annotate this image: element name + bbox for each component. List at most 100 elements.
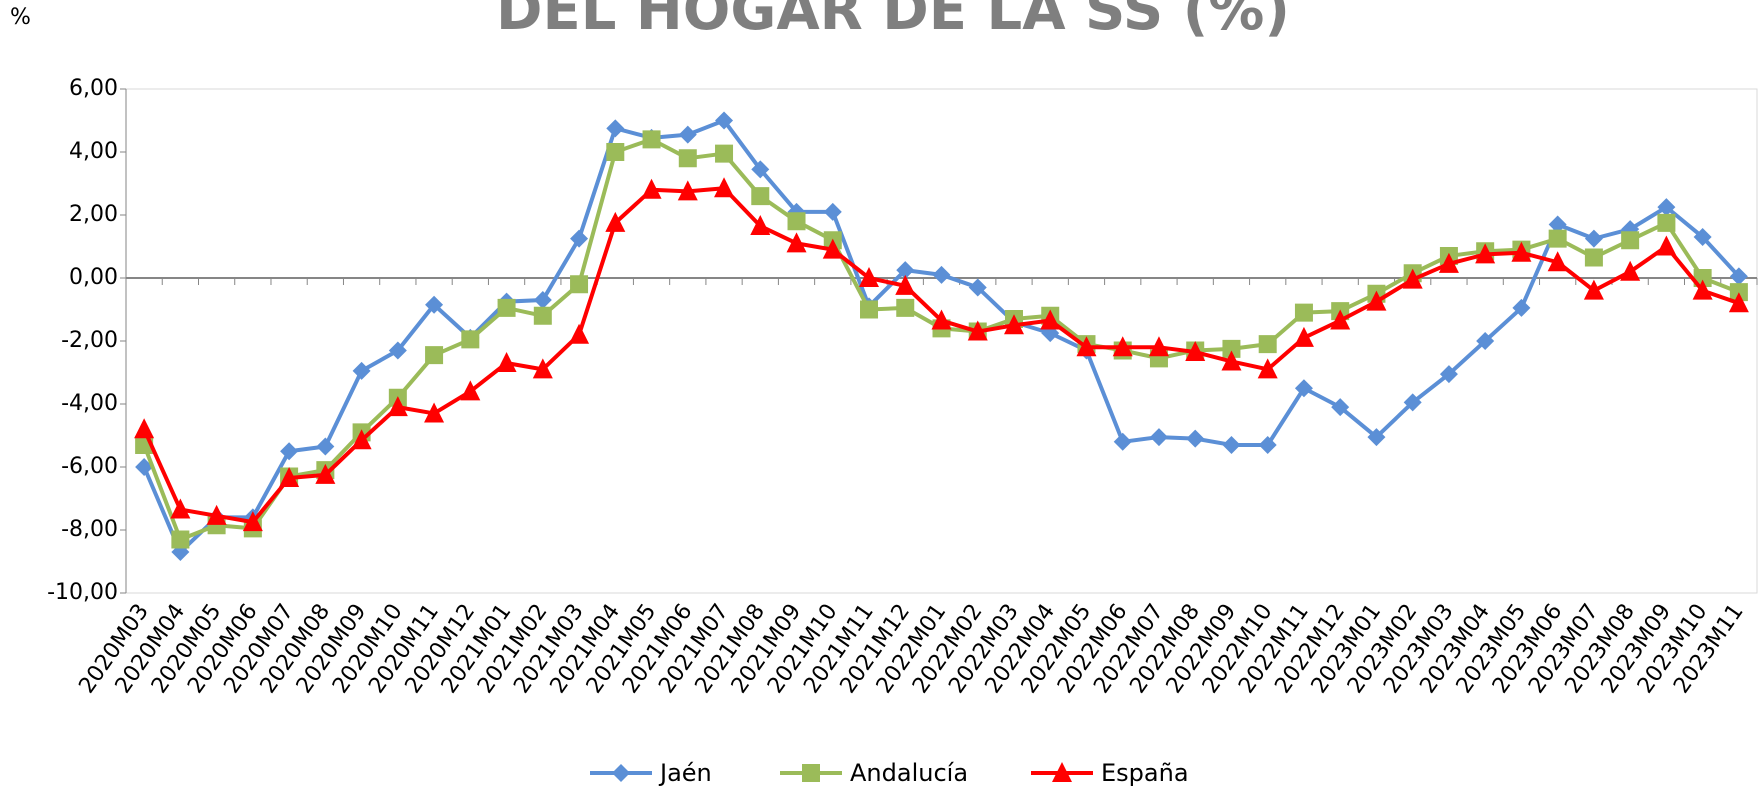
marker — [1438, 252, 1459, 273]
marker — [1040, 309, 1061, 330]
marker — [425, 295, 444, 314]
marker — [1331, 398, 1350, 417]
y-tick-label: -2,00 — [61, 328, 118, 353]
marker — [859, 267, 880, 287]
marker — [642, 130, 661, 149]
marker — [802, 764, 820, 782]
y-tick-label: -4,00 — [61, 391, 118, 416]
marker — [1620, 260, 1641, 281]
marker — [1052, 762, 1072, 782]
marker — [750, 215, 771, 236]
marker — [822, 238, 843, 259]
marker — [1729, 283, 1748, 302]
marker — [206, 504, 227, 525]
marker — [1367, 428, 1386, 447]
marker — [715, 144, 734, 163]
marker — [1403, 393, 1422, 412]
marker — [352, 361, 371, 380]
marker — [533, 306, 552, 325]
marker — [1366, 290, 1387, 311]
marker — [1113, 432, 1132, 451]
marker — [1657, 198, 1676, 217]
marker — [1548, 229, 1567, 248]
marker — [896, 298, 915, 317]
marker — [1222, 435, 1241, 454]
marker — [606, 143, 625, 161]
marker — [1257, 358, 1278, 379]
marker — [134, 418, 155, 439]
unit-label: % — [10, 5, 31, 30]
marker — [1548, 215, 1567, 234]
marker — [1511, 241, 1532, 262]
marker — [1294, 303, 1313, 322]
marker — [533, 291, 552, 310]
series — [135, 130, 1748, 549]
marker — [1076, 336, 1097, 357]
marker — [388, 341, 407, 360]
series — [134, 177, 1749, 532]
marker — [1621, 231, 1640, 250]
legend-label: España — [1101, 759, 1189, 787]
marker — [387, 396, 408, 417]
marker — [1512, 298, 1531, 317]
marker — [1258, 435, 1277, 454]
marker — [895, 274, 916, 295]
series-line — [142, 186, 1740, 525]
marker — [1149, 428, 1168, 447]
marker — [1692, 279, 1713, 300]
marker — [425, 346, 444, 365]
marker — [1293, 326, 1314, 347]
marker — [1330, 309, 1351, 330]
marker — [1656, 235, 1677, 256]
marker — [424, 402, 445, 423]
y-tick-label: -8,00 — [61, 517, 118, 542]
marker — [461, 330, 480, 349]
marker — [497, 298, 516, 317]
marker — [677, 180, 698, 201]
marker — [641, 178, 662, 199]
marker — [1221, 350, 1242, 371]
marker — [896, 261, 915, 280]
marker — [316, 437, 335, 456]
marker — [1584, 248, 1603, 267]
y-tick-label: 6,00 — [69, 76, 118, 101]
marker — [787, 212, 806, 231]
y-tick-label: -10,00 — [47, 580, 118, 605]
marker — [1475, 243, 1496, 264]
marker — [351, 429, 372, 450]
marker — [1148, 336, 1169, 357]
marker — [242, 511, 263, 532]
marker — [786, 232, 807, 253]
marker — [1728, 292, 1749, 313]
legend-label: Andalucía — [850, 759, 968, 787]
marker — [532, 358, 553, 379]
marker — [967, 320, 988, 341]
marker — [315, 463, 336, 484]
marker — [460, 380, 481, 401]
marker — [1222, 339, 1241, 358]
marker — [570, 229, 589, 248]
legend-label: Jaén — [658, 759, 712, 787]
marker — [605, 211, 626, 232]
marker — [715, 111, 734, 130]
y-tick-label: 0,00 — [69, 265, 118, 290]
series-line — [142, 137, 1740, 542]
marker — [678, 149, 697, 168]
marker — [1003, 314, 1024, 335]
marker — [1547, 251, 1568, 272]
marker — [1294, 379, 1313, 398]
marker — [279, 467, 300, 488]
marker — [170, 498, 191, 519]
marker — [714, 177, 735, 198]
marker — [1693, 228, 1712, 247]
marker — [1258, 335, 1277, 354]
marker — [968, 278, 987, 297]
marker — [1185, 341, 1206, 362]
marker — [280, 442, 299, 461]
marker — [1657, 213, 1676, 232]
y-tick-label: 4,00 — [69, 139, 118, 164]
marker — [678, 125, 697, 144]
marker — [1476, 332, 1495, 350]
marker — [931, 309, 952, 330]
marker — [751, 160, 770, 179]
